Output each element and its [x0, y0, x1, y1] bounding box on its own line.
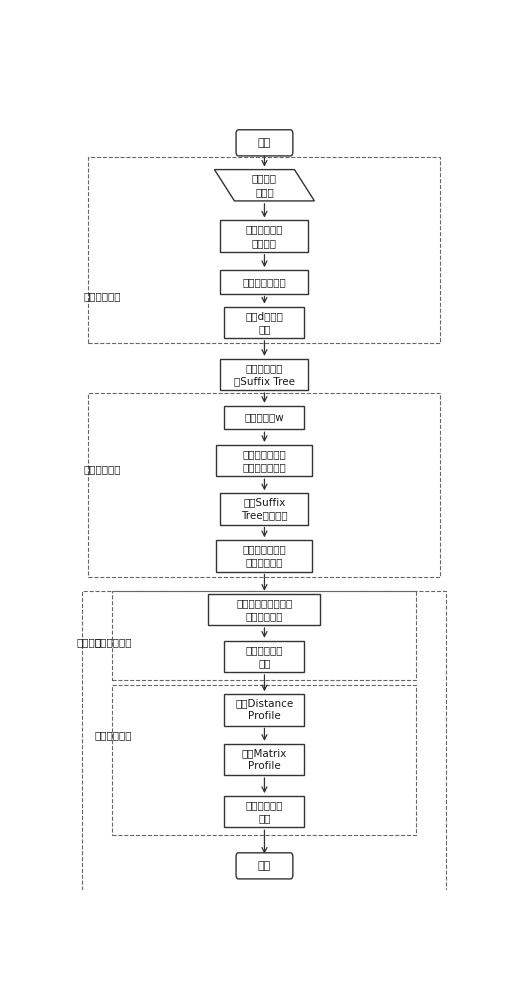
- Bar: [224, 744, 304, 775]
- Text: 基于斜率进行
模式表示: 基于斜率进行 模式表示: [246, 225, 283, 248]
- Bar: [224, 694, 304, 726]
- Text: 时间序列
数据集: 时间序列 数据集: [252, 174, 277, 197]
- Bar: [112, 685, 416, 835]
- Text: 保存频率最高的
边缘点子序列: 保存频率最高的 边缘点子序列: [243, 544, 286, 567]
- Text: 设定窗口值w: 设定窗口值w: [245, 413, 284, 423]
- Bar: [220, 220, 309, 252]
- Bar: [217, 445, 312, 476]
- Bar: [220, 493, 309, 525]
- Text: 变长模体提取: 变长模体提取: [94, 637, 132, 647]
- Text: 结束: 结束: [258, 861, 271, 871]
- Bar: [112, 591, 416, 680]
- Text: 分段线性表示: 分段线性表示: [84, 291, 121, 301]
- Text: 根据d提取边
缘点: 根据d提取边 缘点: [246, 311, 283, 334]
- Text: 保存变长模体
位置: 保存变长模体 位置: [246, 645, 283, 668]
- Bar: [220, 359, 309, 390]
- Text: 计算Matrix
Profile: 计算Matrix Profile: [242, 748, 287, 771]
- Bar: [89, 157, 440, 343]
- Text: 将边缘点子序列映射
回原时间序列: 将边缘点子序列映射 回原时间序列: [236, 598, 293, 621]
- Bar: [224, 307, 304, 338]
- FancyBboxPatch shape: [236, 853, 293, 879]
- Text: 频繁模式发现: 频繁模式发现: [84, 464, 121, 474]
- Text: 有效模体提取: 有效模体提取: [94, 730, 132, 740]
- Bar: [224, 796, 304, 827]
- Text: 保存有效模体
结果: 保存有效模体 结果: [246, 800, 283, 823]
- Text: 利用Suffix
Tree统计频率: 利用Suffix Tree统计频率: [241, 497, 288, 521]
- Bar: [89, 393, 440, 577]
- Text: 模体提取: 模体提取: [76, 637, 102, 647]
- Bar: [83, 591, 446, 893]
- Bar: [217, 540, 312, 572]
- Bar: [208, 594, 320, 625]
- Bar: [220, 270, 309, 294]
- Polygon shape: [215, 170, 314, 201]
- Text: 利用滑动窗口获
取边缘点子序列: 利用滑动窗口获 取边缘点子序列: [243, 449, 286, 472]
- Text: 开始: 开始: [258, 138, 271, 148]
- Bar: [224, 406, 304, 429]
- Text: 利用边缘点构
建Suffix Tree: 利用边缘点构 建Suffix Tree: [234, 363, 295, 386]
- Text: 设定变化率阈值: 设定变化率阈值: [243, 277, 286, 287]
- FancyBboxPatch shape: [236, 130, 293, 156]
- Bar: [224, 641, 304, 672]
- Text: 计算Distance
Profile: 计算Distance Profile: [235, 698, 294, 721]
